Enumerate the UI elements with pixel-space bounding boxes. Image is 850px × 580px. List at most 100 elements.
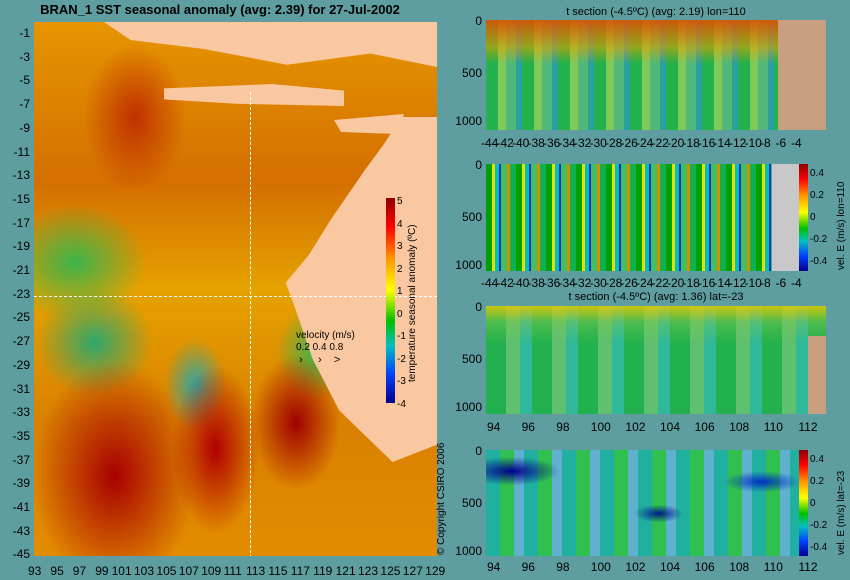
map-y-tick: -45 — [12, 547, 30, 562]
map-y-tick: -27 — [12, 334, 30, 349]
map-colorbar-tick: 2 — [397, 263, 403, 275]
map-colorbar-tick: -3 — [397, 376, 406, 387]
map-y-tick: -25 — [12, 310, 30, 325]
section-x-tick: -16 — [698, 276, 716, 290]
copyright-notice: © Copyright CSIRO 2006 — [436, 442, 447, 555]
section-x-tick: 94 — [487, 420, 501, 434]
section-y-tick: 0 — [475, 158, 482, 172]
map-colorbar-tick: -1 — [397, 331, 406, 342]
section-x-tick: -28 — [605, 136, 623, 150]
section-x-tick: -34 — [558, 276, 576, 290]
section-x-tick: 108 — [729, 560, 750, 574]
section-y-tick: 0 — [475, 300, 482, 314]
section-y-tick: 0 — [475, 444, 482, 458]
map-x-tick: 97 — [72, 564, 87, 578]
map-x-tick: 105 — [156, 564, 177, 578]
section3-title: t section (-4.5ºC) (avg: 1.36) lat=-23 — [568, 291, 744, 303]
map-x-tick: 99 — [95, 564, 109, 578]
vel-section-lat23 — [486, 450, 800, 556]
section-x-tick: -44 — [481, 276, 499, 290]
section1-land — [778, 20, 826, 130]
map-y-tick: -9 — [19, 120, 30, 135]
section-x-tick: -38 — [527, 276, 545, 290]
section-x-tick: 102 — [625, 420, 646, 434]
section-x-tick: -22 — [651, 136, 669, 150]
temp-section-lon110 — [486, 20, 826, 130]
map-colorbar — [386, 198, 395, 403]
map-x-tick: 103 — [134, 564, 155, 578]
velocity-colorbar-tick: 0 — [810, 498, 816, 509]
map-title: BRAN_1 SST seasonal anomaly (avg: 2.39) … — [40, 2, 400, 17]
section-x-tick: 98 — [556, 420, 570, 434]
section-x-tick: 94 — [487, 560, 501, 574]
section-y-tick: 1000 — [455, 258, 482, 272]
map-y-tick: -43 — [12, 523, 30, 538]
section-x-tick: 108 — [729, 420, 750, 434]
section-x-tick: -4 — [791, 136, 802, 150]
map-y-tick: -3 — [19, 49, 30, 64]
section-x-tick: -8 — [760, 276, 771, 290]
section-y-tick: 500 — [461, 210, 482, 224]
map-y-tick: -5 — [19, 73, 30, 88]
map-x-tick: 115 — [268, 564, 288, 578]
map-y-tick: -41 — [12, 500, 30, 514]
map-x-tick: 93 — [28, 564, 42, 578]
section-x-tick: -26 — [620, 276, 638, 290]
velocity-colorbar-tick: -0.4 — [810, 256, 828, 267]
section-x-tick: 106 — [694, 420, 715, 434]
section-x-tick: 110 — [763, 560, 783, 574]
map-x-tick: 117 — [290, 564, 310, 578]
section-x-tick: -16 — [698, 136, 716, 150]
map-colorbar-tick: -2 — [397, 353, 406, 365]
velocity-legend-values: 0.2 0.4 0.8 — [296, 342, 344, 353]
section2-land — [772, 164, 800, 271]
map-y-tick: -29 — [12, 357, 30, 372]
map-x-tick: 107 — [178, 564, 199, 578]
section2-colorbar — [799, 164, 808, 271]
land-java — [164, 84, 344, 106]
section-x-tick: -6 — [775, 276, 787, 290]
section-x-tick: -38 — [527, 136, 545, 150]
section-x-tick: 112 — [798, 560, 818, 574]
section-x-tick: -12 — [729, 276, 747, 290]
dashed-latitude-line — [34, 296, 437, 297]
section-x-tick: -32 — [574, 136, 592, 150]
map-x-tick: 125 — [380, 564, 401, 578]
section-x-tick: -40 — [512, 276, 530, 290]
map-x-tick: 109 — [201, 564, 222, 578]
section-x-tick: -42 — [496, 276, 514, 290]
vel-section-lon110 — [486, 164, 800, 271]
section-x-tick: -30 — [589, 276, 607, 290]
section-x-tick: -6 — [775, 136, 787, 150]
map-colorbar-tick: 3 — [397, 241, 403, 252]
section-x-tick: 104 — [660, 420, 681, 434]
section-x-tick: 104 — [660, 560, 681, 574]
velocity-arrows: › › > — [296, 354, 341, 366]
map-colorbar-tick: 4 — [397, 218, 403, 230]
section4-colorbar-label: vel. E (m/s) lat=-23 — [836, 470, 847, 555]
temp-section-lat23 — [486, 306, 826, 414]
map-y-tick: -37 — [12, 452, 30, 467]
section-y-tick: 500 — [461, 496, 482, 510]
section-x-tick: -24 — [636, 276, 654, 290]
section-x-tick: 98 — [556, 560, 570, 574]
map-x-tick: 111 — [223, 564, 242, 578]
map-y-tick: -21 — [12, 263, 30, 277]
section-y-tick: 500 — [461, 352, 482, 366]
land-indonesia — [104, 22, 437, 67]
map-y-tick: -17 — [12, 215, 30, 230]
map-y-tick: -23 — [12, 286, 30, 301]
velocity-legend: velocity (m/s) 0.2 0.4 0.8 › › > — [296, 330, 355, 366]
section-x-tick: -32 — [574, 276, 592, 290]
map-y-tick: -7 — [19, 97, 30, 112]
map-y-tick: -33 — [12, 405, 30, 420]
section-x-tick: -44 — [481, 136, 499, 150]
section-x-tick: 102 — [625, 560, 646, 574]
velocity-colorbar-tick: -0.4 — [810, 542, 828, 553]
section-x-tick: -14 — [713, 136, 731, 150]
section-x-tick: 100 — [590, 560, 611, 574]
section-x-tick: -12 — [729, 136, 747, 150]
section-x-tick: 100 — [590, 420, 611, 434]
map-y-tick: -39 — [12, 476, 30, 491]
map-x-tick: 127 — [402, 564, 423, 578]
